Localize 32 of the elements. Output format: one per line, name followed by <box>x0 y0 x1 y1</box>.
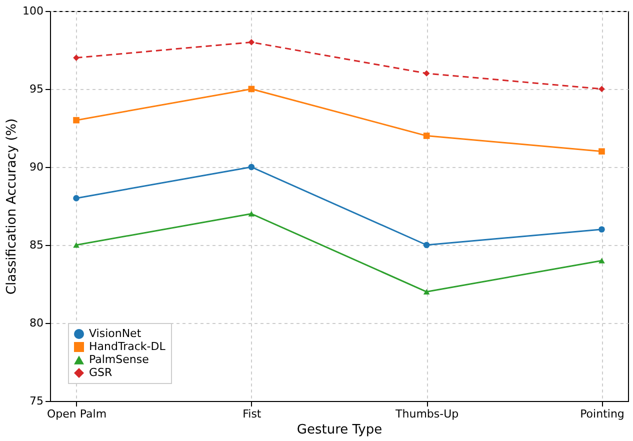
y-tick-label: 90 <box>30 160 44 174</box>
y-tick-label: 75 <box>30 394 44 408</box>
point <box>248 164 255 170</box>
point <box>73 117 80 124</box>
point <box>73 195 80 202</box>
y-tick-label: 85 <box>30 238 44 252</box>
x-axis-title: Gesture Type <box>296 422 382 438</box>
point <box>423 132 430 139</box>
y-tick-label: 95 <box>30 82 44 96</box>
point <box>423 242 430 248</box>
point <box>598 148 605 155</box>
legend-label: HandTrack-DL <box>89 340 166 353</box>
y-tick-label: 100 <box>22 4 44 18</box>
point <box>423 70 430 77</box>
point <box>598 258 605 264</box>
x-tick-label: Open Palm <box>47 408 107 420</box>
point <box>248 211 255 217</box>
y-axis-title: Classification Accuracy (%) <box>4 118 20 295</box>
x-tick-label: Pointing <box>580 408 624 420</box>
x-tick-label: Fist <box>242 408 262 420</box>
legend-label: GSR <box>89 366 113 379</box>
point <box>423 289 430 295</box>
point <box>248 39 255 46</box>
x-tick-label: Thumbs-Up <box>394 408 459 420</box>
point <box>598 226 605 233</box>
point <box>598 86 605 92</box>
point <box>73 54 80 61</box>
legend-label: PalmSense <box>89 353 150 366</box>
y-tick-label: 80 <box>30 316 44 330</box>
point <box>73 242 80 248</box>
point <box>248 86 255 92</box>
legend-label: VisionNet <box>89 327 142 340</box>
